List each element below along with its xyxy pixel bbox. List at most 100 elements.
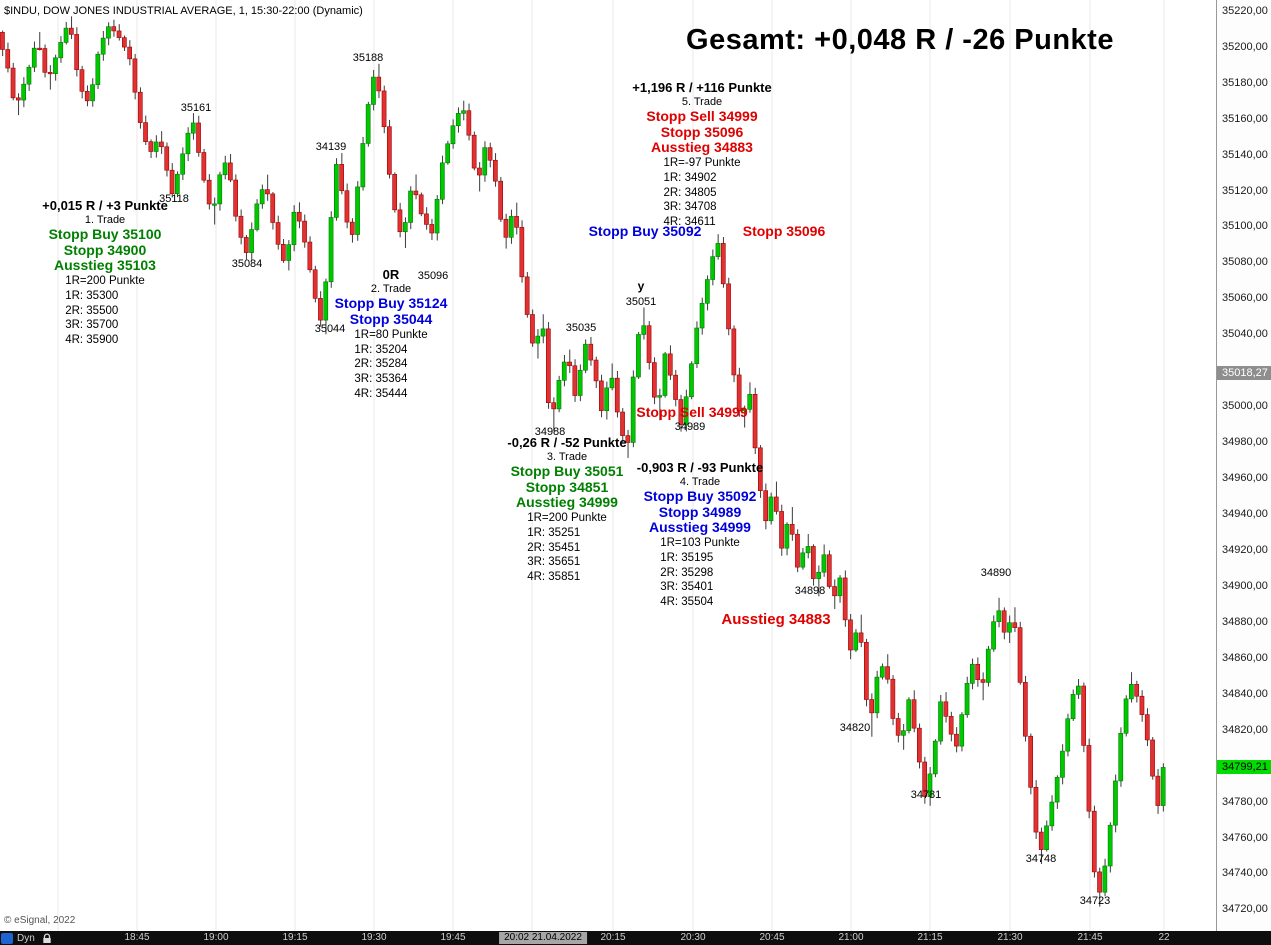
candle [922,761,927,797]
candle [228,162,233,181]
candle [959,714,965,747]
trade-number: 3. Trade [546,450,588,463]
chart-title: $INDU, DOW JONES INDUSTRIAL AVERAGE, 1, … [4,5,363,17]
candle [667,353,673,376]
candle [609,377,615,389]
candle [233,179,239,217]
candle [21,83,27,101]
time-label: 19:45 [440,932,466,943]
price-point-label: 35096 [417,270,449,282]
candle [715,243,721,257]
time-label: 21:15 [917,932,943,943]
candle [736,374,742,411]
candle [911,699,917,729]
candlestick-canvas [0,0,1166,931]
candle [1065,718,1071,752]
candle [280,244,286,261]
candle [620,411,625,436]
candle [651,362,657,398]
trade-annotation-block: -0,26 R / -52 Punkte 3. Trade Stopp Buy 35… [507,435,627,585]
candle [270,193,276,223]
time-label: 20:15 [600,932,626,943]
candle [821,554,827,573]
candle [1049,801,1055,827]
candle [323,281,329,321]
candle [349,221,355,235]
trade-details-line: 3R: 35700 [65,319,119,332]
price-axis-label: 34980,00 [1222,436,1268,449]
candle [196,122,201,153]
candle [106,26,111,39]
trade-signal: Stopp 34989 [658,503,742,520]
candle [991,621,996,650]
app-icon[interactable] [1,933,13,944]
candle [1123,698,1129,734]
price-axis-label: 35140,00 [1222,148,1268,161]
candle [238,215,244,238]
candle [466,110,472,136]
candle [895,718,901,736]
candle [95,53,101,85]
candle [954,733,959,747]
candle [673,374,678,400]
candle [206,179,212,205]
price-point-label: 35051 [625,296,657,308]
candle [1134,684,1139,697]
candle [980,679,986,683]
price-axis[interactable]: 35220,00 35200,00 35180,00 35160,00 35140,00… [1216,0,1271,931]
time-label: 22 [1158,932,1170,943]
candle [392,174,398,211]
candle [1012,622,1018,628]
trade-details-line: 1R=-97 Punkte [663,157,741,170]
time-axis[interactable]: Dyn 18:45 19:00 19:15 19:30 19:45 20:15 20:30 2… [0,931,1271,945]
trade-summary: +0,015 R / +3 Punkte [42,198,168,213]
candle [1033,787,1039,833]
candle [657,395,662,398]
candle [938,701,943,742]
candle [1038,831,1044,850]
candle [175,173,180,194]
candle [540,328,546,337]
price-axis-label: 34860,00 [1222,651,1268,664]
candle [1007,622,1012,633]
candle [1017,627,1023,683]
candle [1001,610,1007,633]
trade-details-line: 1R=80 Punkte [354,328,428,341]
candle [853,632,859,651]
trade-signal: Ausstieg 34999 [516,493,618,510]
candle [259,189,265,205]
candle [604,387,609,411]
candle [450,125,456,145]
chart-plot[interactable]: 35161 35188 34139 35118 35084 35044 35096 35035… [0,0,1216,931]
price-axis-label: 35200,00 [1222,40,1268,53]
candle [132,58,138,93]
trade-signal: Stopp Buy 35092 [643,488,757,505]
candle [1155,775,1161,806]
lock-icon[interactable] [42,933,52,944]
price-point-label: 35161 [180,102,212,114]
trade-summary: -0,26 R / -52 Punkte [507,435,627,450]
candle [243,237,249,253]
price-axis-label: 34780,00 [1222,795,1268,808]
trade-details-line: 1R=200 Punkte [65,275,145,288]
candle [572,365,578,396]
candle [943,701,949,717]
candle [556,380,562,410]
candle [376,76,382,92]
candle [212,203,217,206]
candle [116,30,122,38]
candle [789,524,795,535]
candle [1028,735,1033,788]
candle [551,402,556,410]
candle [816,571,821,579]
price-axis-label: 34960,00 [1222,472,1268,485]
candle [424,213,429,225]
candle [863,642,869,700]
copyright-label: © eSignal, 2022 [4,915,76,926]
trade-signal: Stopp 34900 [63,241,147,258]
candle [625,435,631,443]
price-axis-label: 35160,00 [1222,112,1268,125]
candle [344,190,350,223]
candle [148,141,154,152]
candle [530,314,535,344]
